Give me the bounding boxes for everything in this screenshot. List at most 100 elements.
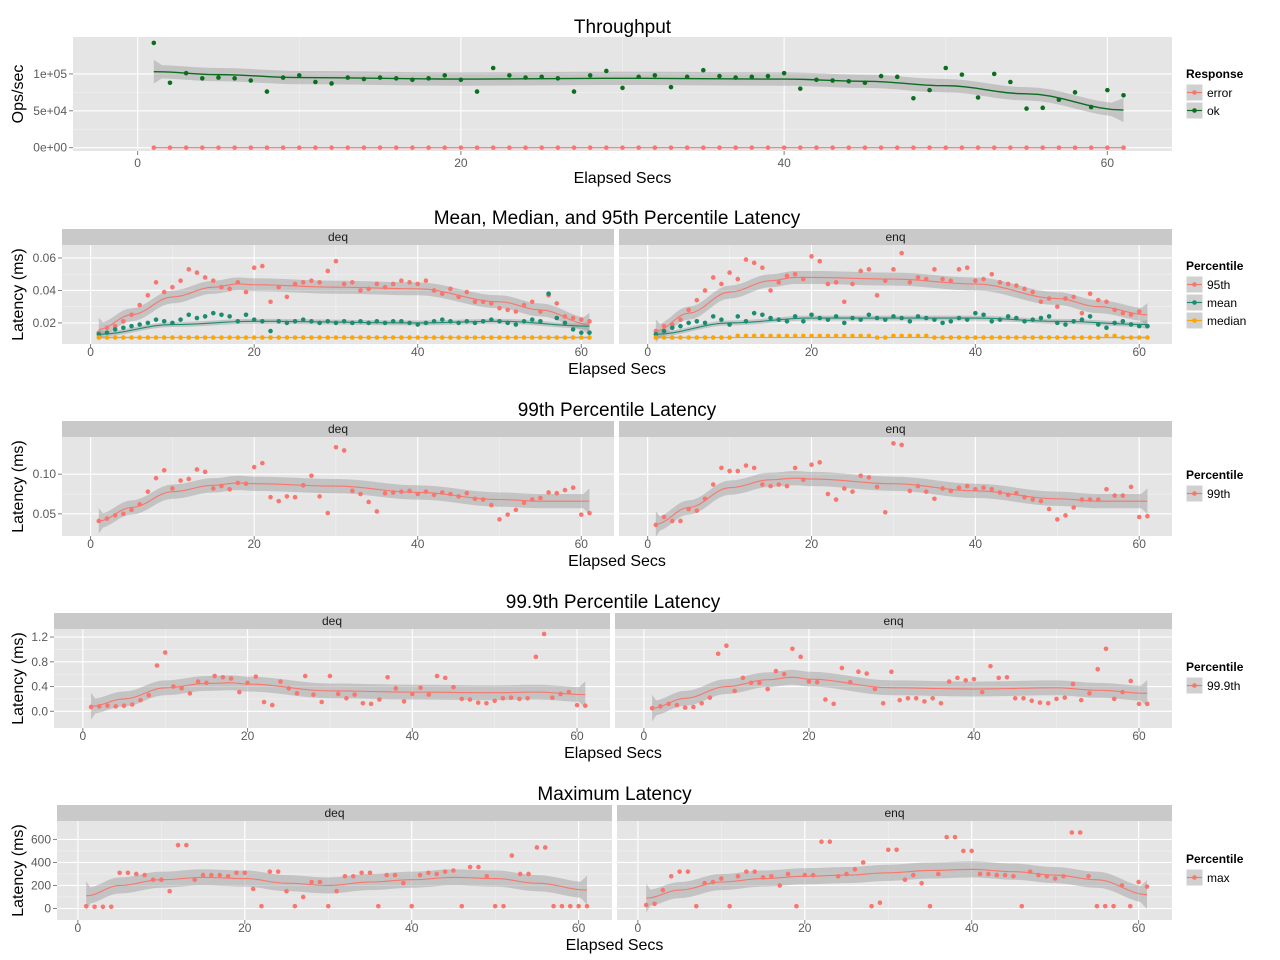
data-point-99th bbox=[521, 500, 527, 506]
data-point-99th bbox=[194, 467, 200, 472]
chart-title: Maximum Latency bbox=[537, 784, 692, 805]
data-point-99.9th bbox=[1070, 681, 1076, 687]
data-point-max bbox=[125, 870, 131, 876]
data-point-max bbox=[567, 903, 573, 909]
data-point-mean bbox=[521, 318, 527, 324]
data-point-95th bbox=[243, 289, 249, 295]
data-point-95th bbox=[1128, 312, 1134, 318]
data-point-99th bbox=[112, 513, 118, 518]
data-point-median bbox=[178, 335, 183, 340]
x-tick-label: 60 bbox=[1133, 537, 1147, 551]
data-point-max bbox=[744, 869, 749, 874]
data-point-95th bbox=[833, 280, 839, 285]
data-point-error bbox=[749, 145, 755, 150]
data-point-99th bbox=[694, 508, 700, 513]
y-tick-label: 0.05 bbox=[33, 507, 57, 521]
chart-title: 99.9th Percentile Latency bbox=[506, 592, 721, 613]
data-point-99.9th bbox=[113, 704, 119, 709]
data-point-95th bbox=[219, 284, 224, 290]
data-point-error bbox=[991, 145, 997, 150]
data-point-99th bbox=[1014, 490, 1019, 496]
data-point-99.9th bbox=[979, 689, 985, 695]
chart-mean_median_95: Mean, Median, and 95th Percentile Latenc… bbox=[10, 208, 1246, 378]
data-point-mean bbox=[300, 317, 306, 322]
data-point-99th bbox=[358, 491, 363, 497]
data-point-99th bbox=[1022, 494, 1027, 500]
data-point-99.9th bbox=[847, 679, 853, 685]
data-point-mean bbox=[997, 317, 1003, 322]
data-point-99th bbox=[129, 507, 134, 513]
data-point-99.9th bbox=[889, 669, 894, 674]
legend-key-point bbox=[1192, 300, 1197, 305]
data-point-mean bbox=[431, 318, 437, 324]
data-point-95th bbox=[1136, 309, 1142, 314]
data-point-max bbox=[844, 871, 849, 877]
data-point-error bbox=[862, 145, 868, 150]
data-point-median bbox=[833, 333, 839, 339]
data-point-99.9th bbox=[410, 691, 415, 697]
data-point-max bbox=[209, 872, 214, 878]
chart-throughput: Throughput 0 20 40 60 0e+00 5e+04 1e+05 Elapsed … bbox=[10, 17, 1244, 187]
y-tick-label: 200 bbox=[31, 878, 51, 892]
data-point-error bbox=[393, 145, 399, 150]
data-point-max bbox=[200, 872, 206, 878]
data-point-99.9th bbox=[897, 697, 902, 703]
legend-key-point bbox=[1192, 90, 1197, 95]
data-point-median bbox=[407, 335, 412, 340]
data-point-max bbox=[392, 872, 398, 878]
smooth-line-95th bbox=[98, 283, 590, 330]
facet-strip-label: enq bbox=[885, 422, 905, 436]
data-point-95th bbox=[973, 278, 978, 284]
data-point-95th bbox=[964, 265, 970, 271]
data-point-max bbox=[367, 870, 373, 876]
data-point-max bbox=[885, 847, 891, 853]
data-point-99.9th bbox=[988, 663, 993, 669]
legend-label: mean bbox=[1207, 296, 1237, 310]
plot-panel bbox=[615, 629, 1172, 728]
data-point-mean bbox=[727, 322, 732, 327]
data-point-99.9th bbox=[582, 703, 588, 709]
x-tick-label: 60 bbox=[570, 729, 584, 743]
confidence-band-99.9th bbox=[652, 669, 1148, 722]
legend: Percentile 99.9th bbox=[1185, 660, 1244, 695]
data-point-95th bbox=[866, 267, 872, 272]
data-point-max bbox=[1127, 903, 1133, 909]
facet-main: 0 20 40 60 0e+00 5e+04 1e+05 bbox=[33, 37, 1172, 170]
facet-strip bbox=[619, 421, 1172, 437]
data-point-max bbox=[1002, 872, 1008, 878]
x-tick-label: 20 bbox=[247, 537, 261, 551]
data-point-mean bbox=[1022, 318, 1027, 324]
data-point-95th bbox=[194, 270, 200, 275]
data-point-median bbox=[529, 335, 535, 340]
data-point-median bbox=[489, 335, 494, 340]
facet-strip bbox=[617, 805, 1172, 821]
data-point-ok bbox=[911, 95, 916, 101]
data-point-error bbox=[1040, 145, 1046, 150]
data-point-error bbox=[523, 145, 528, 150]
data-point-median bbox=[227, 335, 232, 340]
data-point-95th bbox=[661, 323, 667, 329]
data-point-95th bbox=[825, 281, 831, 287]
data-point-95th bbox=[1055, 304, 1060, 309]
data-point-median bbox=[325, 335, 331, 340]
data-point-ok bbox=[636, 74, 641, 80]
x-tick-label: 40 bbox=[969, 537, 983, 551]
data-point-mean bbox=[309, 318, 314, 324]
data-point-median bbox=[956, 335, 962, 340]
x-tick-label: 20 bbox=[798, 921, 812, 935]
data-point-99th bbox=[1071, 505, 1076, 510]
marks bbox=[88, 631, 588, 720]
data-point-95th bbox=[702, 288, 708, 293]
data-point-mean bbox=[210, 310, 216, 316]
x-tick-label: 0 bbox=[644, 345, 651, 359]
data-point-ok bbox=[264, 89, 270, 94]
data-point-max bbox=[1077, 830, 1083, 835]
data-point-99th bbox=[399, 489, 404, 494]
data-point-median bbox=[480, 335, 486, 340]
data-point-median bbox=[792, 333, 798, 339]
data-point-median bbox=[751, 333, 757, 339]
data-point-99.9th bbox=[1128, 678, 1134, 684]
data-point-95th bbox=[1038, 299, 1044, 305]
data-point-99.9th bbox=[467, 697, 473, 702]
marks bbox=[96, 444, 592, 534]
